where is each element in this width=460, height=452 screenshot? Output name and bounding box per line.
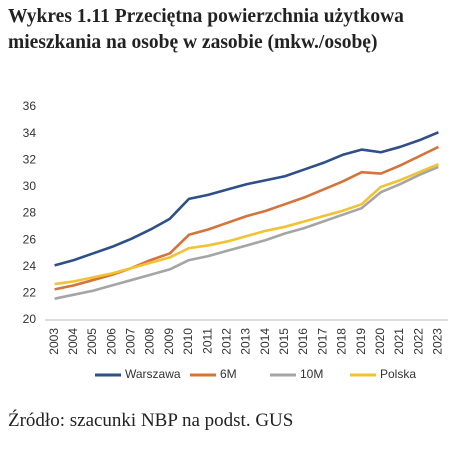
x-tick-label: 2008: [143, 328, 157, 355]
x-tick-label: 2016: [296, 328, 310, 355]
x-tick-label: 2012: [219, 328, 233, 355]
legend-label: Polska: [380, 367, 416, 381]
y-tick-label: 30: [23, 179, 37, 193]
y-tick-label: 24: [23, 259, 37, 273]
legend-label: 10M: [300, 367, 323, 381]
chart-title: Wykres 1.11 Przeciętna powierzchnia użyt…: [8, 6, 404, 53]
x-tick-label: 2017: [315, 328, 329, 355]
legend-label: 6M: [220, 367, 237, 381]
x-tick-label: 2011: [200, 328, 214, 354]
x-tick-label: 2013: [239, 328, 253, 355]
x-tick-label: 2023: [431, 328, 445, 355]
x-tick-label: 2009: [162, 328, 176, 355]
x-tick-label: 2020: [373, 328, 387, 355]
y-tick-label: 34: [23, 126, 37, 140]
x-tick-label: 2014: [258, 328, 272, 355]
x-tick-label: 2019: [354, 328, 368, 355]
x-tick-label: 2018: [335, 328, 349, 355]
y-tick-label: 26: [23, 232, 37, 246]
legend-label: Warszawa: [125, 367, 181, 381]
x-tick-label: 2015: [277, 328, 291, 355]
y-tick-label: 36: [23, 99, 37, 113]
x-tick-label: 2003: [47, 328, 61, 355]
series-line: [54, 165, 439, 300]
x-tick-label: 2004: [66, 328, 80, 355]
y-tick-label: 32: [23, 152, 37, 166]
series-line: [54, 163, 439, 286]
x-tick-label: 2010: [181, 328, 195, 355]
y-tick-label: 28: [23, 206, 37, 220]
x-tick-label: 2006: [104, 328, 118, 355]
series-line: [54, 131, 439, 267]
x-tick-label: 2022: [411, 328, 425, 355]
source-note: Źródło: szacunki NBP na podst. GUS: [8, 410, 294, 431]
x-tick-label: 2021: [392, 328, 406, 355]
x-tick-label: 2005: [85, 328, 99, 355]
series-line: [54, 145, 439, 291]
x-tick-label: 2007: [124, 328, 138, 355]
y-tick-label: 20: [23, 312, 37, 326]
y-tick-label: 22: [23, 286, 37, 300]
